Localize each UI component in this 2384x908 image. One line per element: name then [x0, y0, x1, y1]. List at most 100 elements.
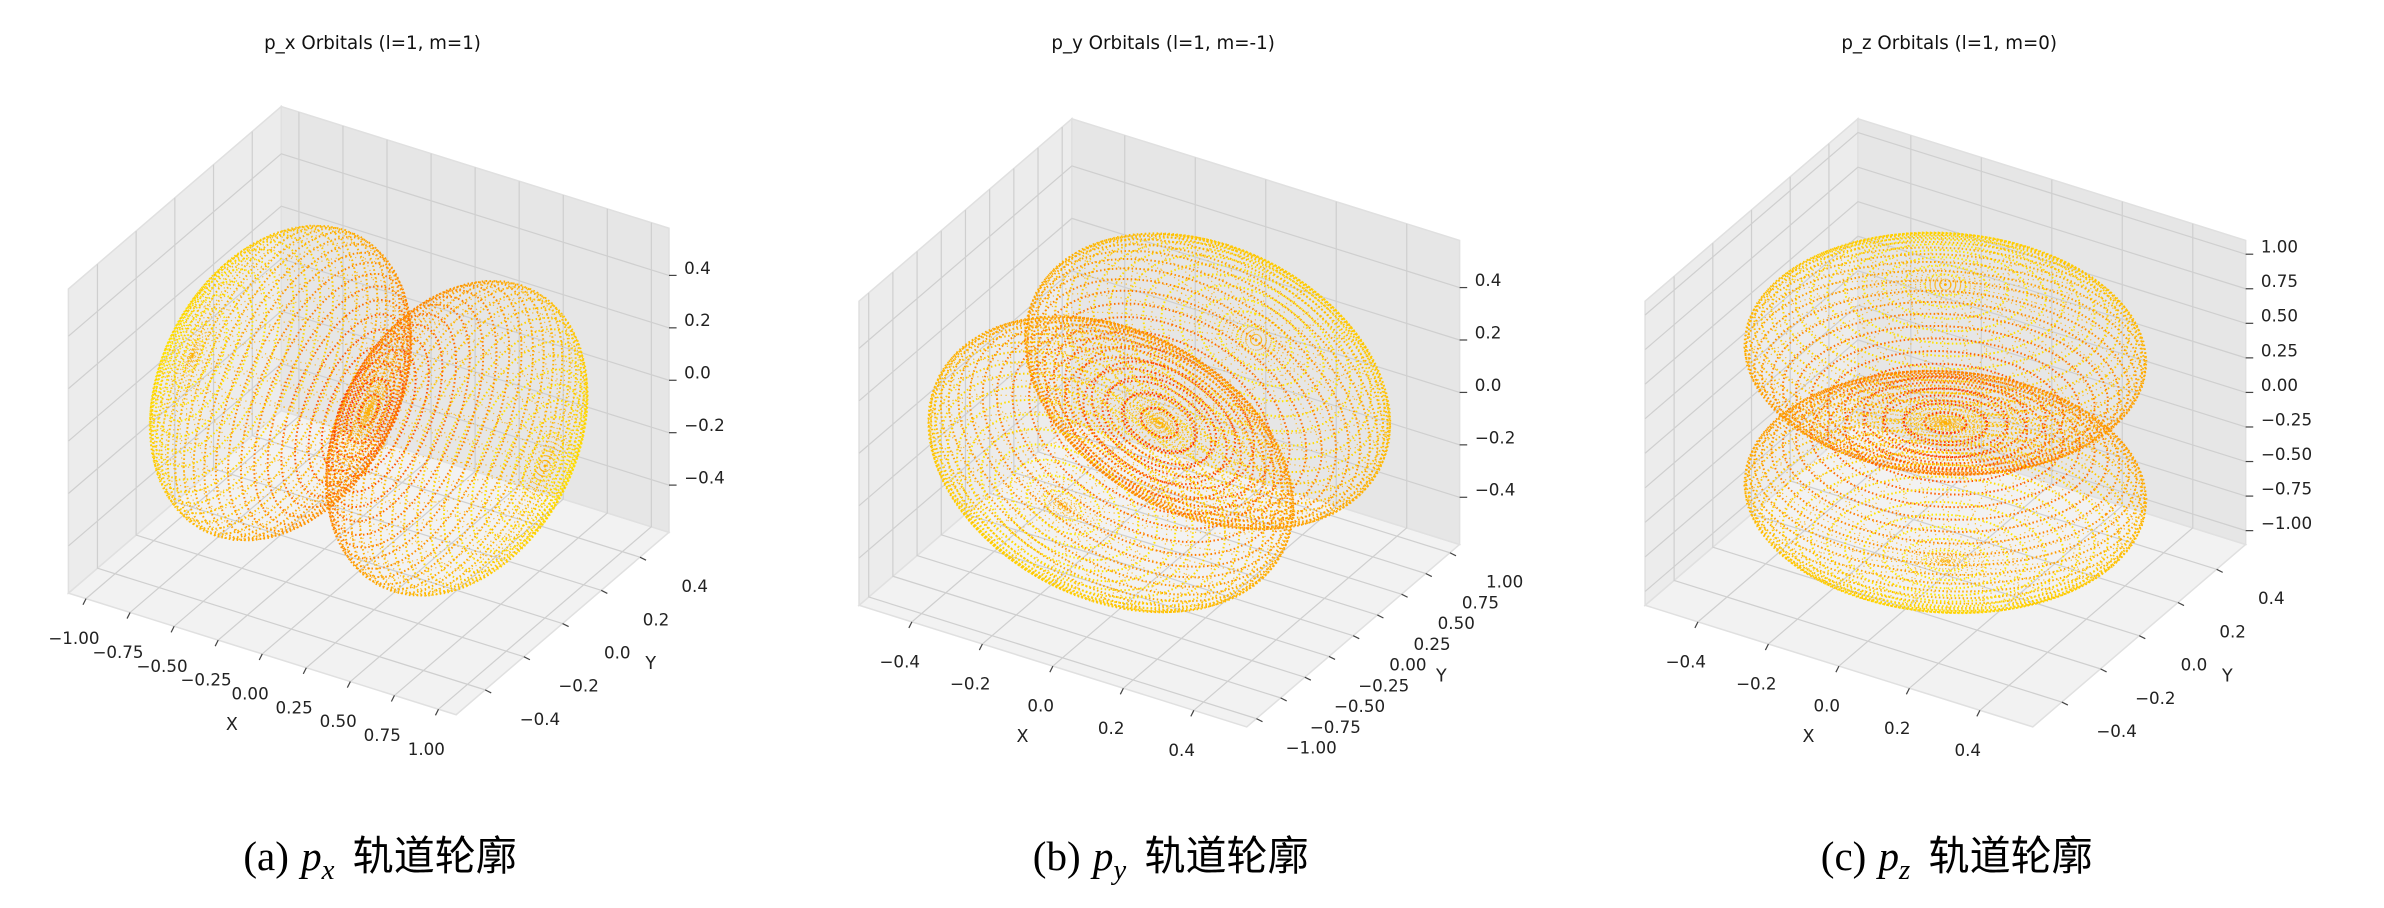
orbital-ring — [1027, 337, 1266, 530]
caption-text: 轨道轮廓 — [1144, 832, 1308, 880]
grid-line — [1644, 339, 2246, 523]
tick-mark — [1835, 665, 1840, 673]
z-tick-label: 0.2 — [684, 310, 711, 330]
subfigure-caption: (c) pz 轨道轮廓 — [1821, 832, 2093, 886]
subplot-title: p_z Orbitals (l=1, m=0) — [1841, 33, 2057, 54]
orbital-ring — [1781, 312, 2109, 476]
z-tick-label: −0.25 — [2261, 409, 2312, 429]
orbital-meridian — [1053, 339, 1257, 592]
orbital-meridian — [191, 225, 558, 467]
orbital-ring — [1902, 264, 1989, 308]
x-tick-label: 0.75 — [364, 725, 401, 745]
z-tick-label: −0.2 — [684, 415, 725, 435]
y-axis-label: Y — [644, 654, 656, 674]
orbital-ring — [280, 298, 412, 509]
orbital-ring — [1744, 260, 2147, 461]
orbital-ring — [927, 332, 1275, 614]
orbital-ring — [1009, 458, 1121, 549]
grid-line — [68, 205, 670, 390]
orbital-ring — [1862, 387, 2029, 471]
tick-mark — [1119, 687, 1124, 695]
x-tick-label: 0.4 — [1954, 740, 1981, 760]
tick-mark — [639, 556, 647, 561]
orbital-ring — [1217, 310, 1293, 372]
caption-label: (c) — [1821, 833, 1867, 879]
y-tick-label: 0.4 — [681, 576, 708, 596]
grid-line — [858, 374, 1460, 559]
orbital-ring — [359, 282, 555, 595]
tick-mark — [484, 689, 492, 694]
orbital-meridian — [1053, 236, 1257, 506]
orbital-ring — [403, 306, 583, 593]
orbital-ring — [1902, 402, 1989, 447]
subfigure-caption: (a) px 轨道轮廓 — [243, 832, 517, 886]
grid-line — [135, 230, 525, 658]
subfigure-caption: (b) py 轨道轮廓 — [1033, 832, 1309, 886]
tick-mark — [2138, 635, 2146, 640]
orbital-ring — [227, 251, 406, 537]
x-tick-label: −0.4 — [879, 651, 920, 671]
x-axis-label: X — [226, 715, 238, 735]
orbital-meridian — [950, 339, 1257, 510]
orbital-ring — [956, 398, 1194, 592]
orbital-ring — [1090, 360, 1237, 479]
z-tick-label: 1.00 — [2261, 237, 2298, 257]
orbital-meridian — [1945, 271, 2118, 562]
orbital-ring — [151, 268, 268, 453]
orbital-ring — [1809, 234, 2081, 370]
grid-line — [892, 272, 1281, 699]
grid-line — [1644, 201, 2246, 385]
subplot: −1.00−0.75−0.50−0.250.00 0.25 0.50 0.75 1.00… — [48, 33, 725, 759]
y-tick-label: −0.2 — [558, 676, 599, 696]
tick-mark — [1352, 635, 1360, 640]
z-tick-label: 0.2 — [1475, 322, 1502, 342]
orbital-meridian — [179, 355, 546, 597]
orbital-ring — [159, 293, 241, 422]
grid-line — [394, 208, 608, 696]
orbital-ring — [416, 316, 586, 588]
tick-mark — [390, 695, 395, 702]
z-tick-label: 0.25 — [2261, 340, 2298, 360]
z-tick-label: 0.00 — [2261, 375, 2298, 395]
orbital-ring — [1781, 231, 2109, 395]
orbital-meridian — [1818, 284, 1946, 593]
z-tick-label: −0.4 — [1475, 480, 1516, 500]
orbital-ring — [1043, 489, 1083, 522]
grid-line — [989, 189, 1378, 616]
orbital-ring — [521, 432, 565, 499]
tick-mark — [1304, 676, 1312, 681]
z-tick-label: 0.0 — [684, 363, 711, 383]
tick-mark — [2100, 668, 2107, 673]
orbital-ring — [1809, 475, 2081, 611]
orbital-meridian — [1945, 278, 2134, 562]
grid-line — [68, 310, 670, 494]
orbital-meridian — [172, 327, 546, 467]
grid-line — [173, 139, 388, 627]
x-tick-label: 0.2 — [1098, 718, 1125, 738]
tick-mark — [214, 639, 219, 647]
z-tick-label: −0.2 — [1475, 427, 1516, 447]
orbital-ring — [1124, 254, 1363, 447]
orbital-meridian — [192, 354, 574, 474]
z-tick-label: −0.75 — [2261, 479, 2312, 499]
orbital-meridian — [1945, 284, 2103, 590]
y-axis-label: Y — [1435, 666, 1447, 686]
grid-line — [85, 112, 300, 600]
caption-text: 轨道轮廓 — [1929, 832, 2093, 880]
grid-line — [1052, 179, 1267, 667]
x-axis-label: X — [1803, 727, 1815, 747]
tick-mark — [258, 653, 263, 661]
orbital-ring — [947, 315, 1295, 596]
orbital-ring — [148, 248, 295, 481]
x-tick-label: −1.00 — [48, 628, 99, 648]
orbital-ring — [1923, 549, 1968, 573]
orbital-ring — [1862, 513, 2029, 597]
tick-mark — [1976, 710, 1981, 717]
orbital-ring — [1760, 371, 2130, 556]
x-axis-label: X — [1016, 727, 1028, 747]
orbital-ring — [1063, 356, 1242, 501]
grid-line — [1909, 201, 2123, 689]
orbital-meridian — [158, 354, 545, 468]
orbital-ring — [165, 307, 228, 406]
